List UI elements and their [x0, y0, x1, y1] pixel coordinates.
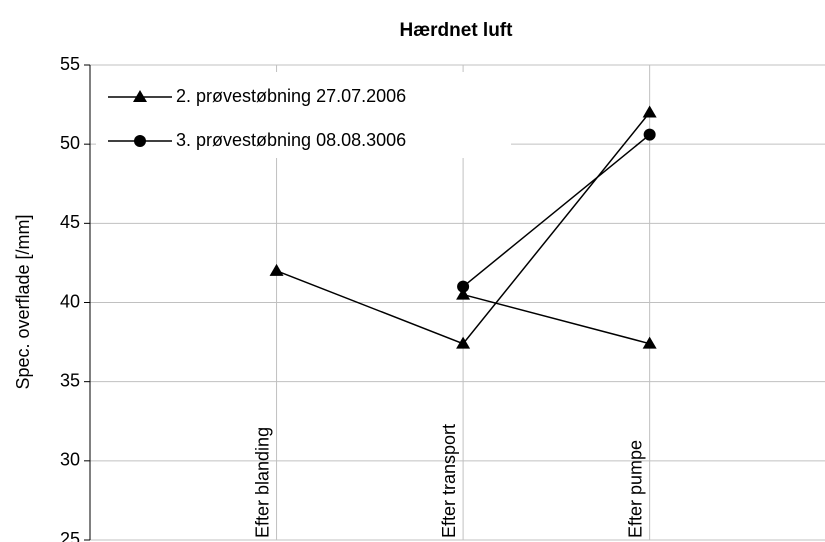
marker: [457, 280, 470, 293]
y-tick-label: 35: [60, 370, 80, 390]
x-tick-label: Efter blanding: [252, 427, 272, 538]
y-tick-label: 55: [60, 54, 80, 74]
marker: [134, 135, 146, 147]
series-line: [462, 134, 651, 288]
marker: [133, 90, 147, 102]
y-tick-label: 25: [60, 529, 80, 542]
y-axis-label: Spec. overflade [/mm]: [13, 214, 33, 389]
legend-label: 3. prøvestøbning 08.08.3006: [176, 130, 406, 150]
legend-box: [96, 72, 511, 158]
x-tick-label: Efter transport: [439, 424, 459, 538]
marker: [456, 336, 471, 349]
marker: [642, 336, 657, 349]
legend-label: 2. prøvestøbning 27.07.2006: [176, 86, 406, 106]
legend: 2. prøvestøbning 27.07.2006 3. prøvestøbn…: [96, 72, 511, 158]
y-tick-label: 40: [60, 291, 80, 311]
marker: [643, 128, 656, 141]
marker: [269, 263, 284, 276]
y-tick-label: 45: [60, 212, 80, 232]
marker: [642, 105, 657, 118]
marker: [456, 287, 471, 300]
y-tick-label: 30: [60, 450, 80, 470]
chart-title: Hærdnet luft: [400, 20, 514, 41]
y-tick-label: 50: [60, 133, 80, 153]
x-tick-label: Efter pumpe: [625, 440, 645, 538]
